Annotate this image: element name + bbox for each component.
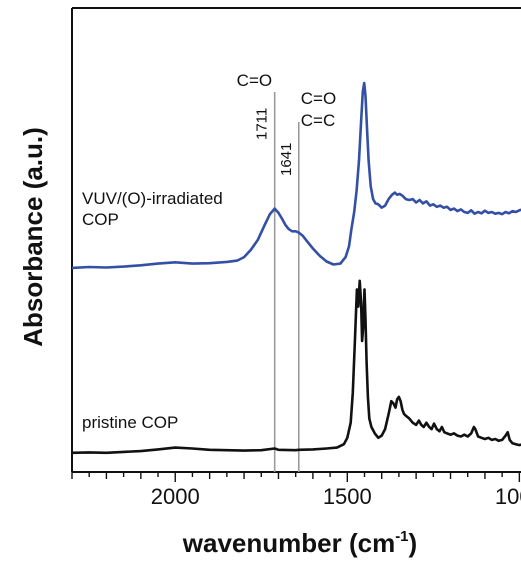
x-axis-title-sup: -1: [395, 528, 408, 545]
x-axis-title: wavenumber (cm-1): [182, 528, 417, 558]
series-label-irradiated: COP: [82, 210, 119, 229]
chart-labels: C=O C=O C=C VUV/(O)-irradiated COP pristine C…: [82, 71, 336, 432]
carbonyl-label-line: C=O: [237, 71, 272, 90]
x-tick-label: 1500: [323, 484, 372, 509]
series-label-irradiated: VUV/(O)-irradiated: [82, 189, 223, 208]
series-line-irradiated: [71, 81, 521, 270]
series-label-pristine: pristine COP: [82, 413, 178, 432]
ref-line-label-1641: 1641: [278, 143, 295, 176]
carbonyl-alkene-label-line: C=O: [301, 89, 336, 108]
y-axis-title: Absorbance (a.u.): [18, 127, 48, 347]
series-lines: [71, 81, 521, 455]
plot-frame: [71, 7, 521, 473]
x-axis-ticks: 2000 1500 1000: [71, 472, 521, 509]
series-line-pristine: [71, 279, 521, 455]
x-axis-title-close: ): [409, 528, 418, 558]
ref-line-label-1711: 1711: [254, 108, 271, 140]
carbonyl-alkene-label-line: C=C: [301, 111, 335, 130]
x-tick-label: 1000: [495, 484, 521, 509]
reference-lines: 1711 1641: [254, 92, 300, 472]
x-axis-title-main: wavenumber (cm: [182, 528, 395, 558]
x-tick-label: 2000: [151, 484, 200, 509]
